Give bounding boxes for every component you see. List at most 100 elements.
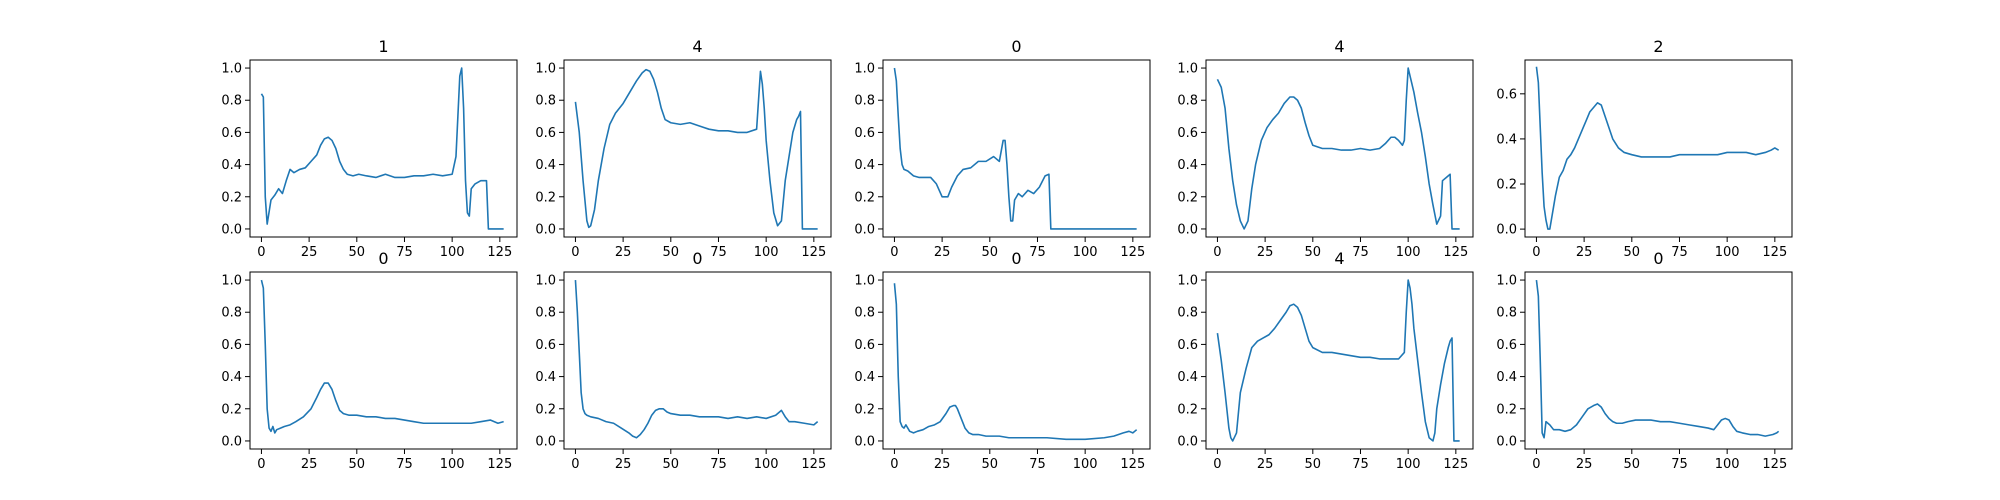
y-tick-label: 0.4	[854, 370, 875, 385]
y-tick-label: 1.0	[221, 274, 242, 289]
y-tick-label: 0.6	[1496, 87, 1517, 102]
axes-frame	[1524, 271, 1793, 450]
x-tick-label: 25	[615, 457, 632, 472]
y-tick-label: 0.2	[221, 402, 242, 417]
x-tick-label: 25	[1576, 245, 1593, 260]
subplot-3: 0 0 25 50 75 100 125 0.0 0.2 0.4 0.6 0.8 1.0	[854, 37, 1151, 260]
x-tick-label: 0	[257, 245, 265, 260]
x-tick-label: 25	[301, 245, 318, 260]
axes-frame	[563, 271, 832, 450]
axes-frame	[1205, 59, 1474, 238]
y-tick-label: 1.0	[1177, 62, 1198, 77]
x-tick-label: 100	[1715, 457, 1740, 472]
x-tick-label: 125	[801, 457, 826, 472]
axes-frame	[882, 271, 1151, 450]
x-tick-label: 50	[982, 245, 999, 260]
axes-frame	[1205, 271, 1474, 450]
x-tick-label: 75	[1352, 245, 1369, 260]
axes-frame	[1524, 59, 1793, 238]
y-tick-label: 0.6	[1177, 126, 1198, 141]
x-tick-label: 0	[1532, 457, 1540, 472]
series-line	[893, 67, 1137, 230]
subplot-title: 0	[692, 249, 702, 268]
y-tick-label: 0.6	[854, 126, 875, 141]
y-tick-label: 0.2	[535, 190, 556, 205]
x-tick-label: 0	[1213, 457, 1221, 472]
y-tick-label: 0.0	[1177, 222, 1198, 237]
series-line	[1216, 67, 1460, 230]
series-line	[1216, 279, 1460, 442]
y-tick-label: 0.0	[854, 434, 875, 449]
x-tick-label: 125	[1762, 245, 1787, 260]
y-tick-label: 0.8	[854, 306, 875, 321]
y-tick-label: 0.4	[221, 158, 242, 173]
x-tick-label: 100	[1715, 245, 1740, 260]
x-tick-label: 50	[1305, 245, 1322, 260]
y-tick-label: 0.8	[221, 94, 242, 109]
x-tick-label: 125	[1443, 245, 1468, 260]
x-tick-label: 100	[1396, 245, 1421, 260]
series-line	[1535, 66, 1780, 230]
x-tick-label: 75	[396, 245, 413, 260]
y-tick-label: 0.4	[1177, 370, 1198, 385]
y-tick-label: 1.0	[221, 62, 242, 77]
x-tick-label: 50	[1305, 457, 1322, 472]
y-tick-label: 0.6	[221, 338, 242, 353]
y-tick-label: 0.4	[1177, 158, 1198, 173]
subplot-title: 0	[378, 249, 388, 268]
y-tick-label: 1.0	[535, 62, 556, 77]
subplot-title: 2	[1653, 37, 1663, 56]
y-tick-label: 0.4	[535, 370, 556, 385]
x-tick-label: 100	[1396, 457, 1421, 472]
x-tick-label: 75	[710, 245, 727, 260]
x-tick-label: 25	[301, 457, 318, 472]
y-tick-label: 0.0	[535, 222, 556, 237]
series-line	[574, 280, 819, 439]
x-tick-label: 75	[396, 457, 413, 472]
subplot-title: 4	[692, 37, 702, 56]
subplot-7: 0 0 25 50 75 100 125 0.0 0.2 0.4 0.6 0.8 1.0	[535, 249, 832, 472]
x-tick-label: 75	[1029, 457, 1046, 472]
x-tick-label: 75	[1671, 457, 1688, 472]
y-tick-label: 0.6	[221, 126, 242, 141]
x-tick-label: 25	[1257, 457, 1274, 472]
x-tick-label: 50	[663, 245, 680, 260]
x-tick-label: 25	[1257, 245, 1274, 260]
axes-frame	[249, 59, 518, 238]
y-tick-label: 1.0	[535, 274, 556, 289]
x-tick-label: 50	[663, 457, 680, 472]
y-tick-label: 0.8	[854, 94, 875, 109]
y-tick-label: 0.2	[1177, 190, 1198, 205]
y-tick-label: 0.0	[854, 222, 875, 237]
x-tick-label: 25	[934, 457, 951, 472]
x-tick-label: 25	[934, 245, 951, 260]
x-tick-label: 0	[571, 457, 579, 472]
x-tick-label: 50	[982, 457, 999, 472]
y-tick-label: 0.4	[1496, 132, 1517, 147]
subplot-2: 4 0 25 50 75 100 125 0.0 0.2 0.4 0.6 0.8 1.0	[535, 37, 832, 260]
x-tick-label: 0	[1532, 245, 1540, 260]
x-tick-label: 25	[1576, 457, 1593, 472]
y-tick-label: 1.0	[854, 62, 875, 77]
x-tick-label: 75	[1671, 245, 1688, 260]
x-tick-label: 0	[571, 245, 579, 260]
x-tick-label: 100	[440, 457, 465, 472]
subplot-title: 0	[1011, 37, 1021, 56]
x-tick-label: 0	[890, 245, 898, 260]
y-tick-label: 0.4	[854, 158, 875, 173]
x-tick-label: 50	[349, 457, 366, 472]
y-tick-label: 0.6	[1177, 338, 1198, 353]
x-tick-label: 125	[487, 245, 512, 260]
y-tick-label: 0.4	[1496, 370, 1517, 385]
y-tick-label: 0.2	[854, 402, 875, 417]
x-tick-label: 125	[1120, 457, 1145, 472]
y-tick-label: 0.8	[221, 306, 242, 321]
y-tick-label: 0.6	[1496, 338, 1517, 353]
x-tick-label: 100	[1073, 457, 1098, 472]
x-tick-label: 125	[1762, 457, 1787, 472]
y-tick-label: 1.0	[854, 274, 875, 289]
y-tick-label: 0.2	[854, 190, 875, 205]
x-tick-label: 75	[1352, 457, 1369, 472]
y-tick-label: 0.2	[535, 402, 556, 417]
